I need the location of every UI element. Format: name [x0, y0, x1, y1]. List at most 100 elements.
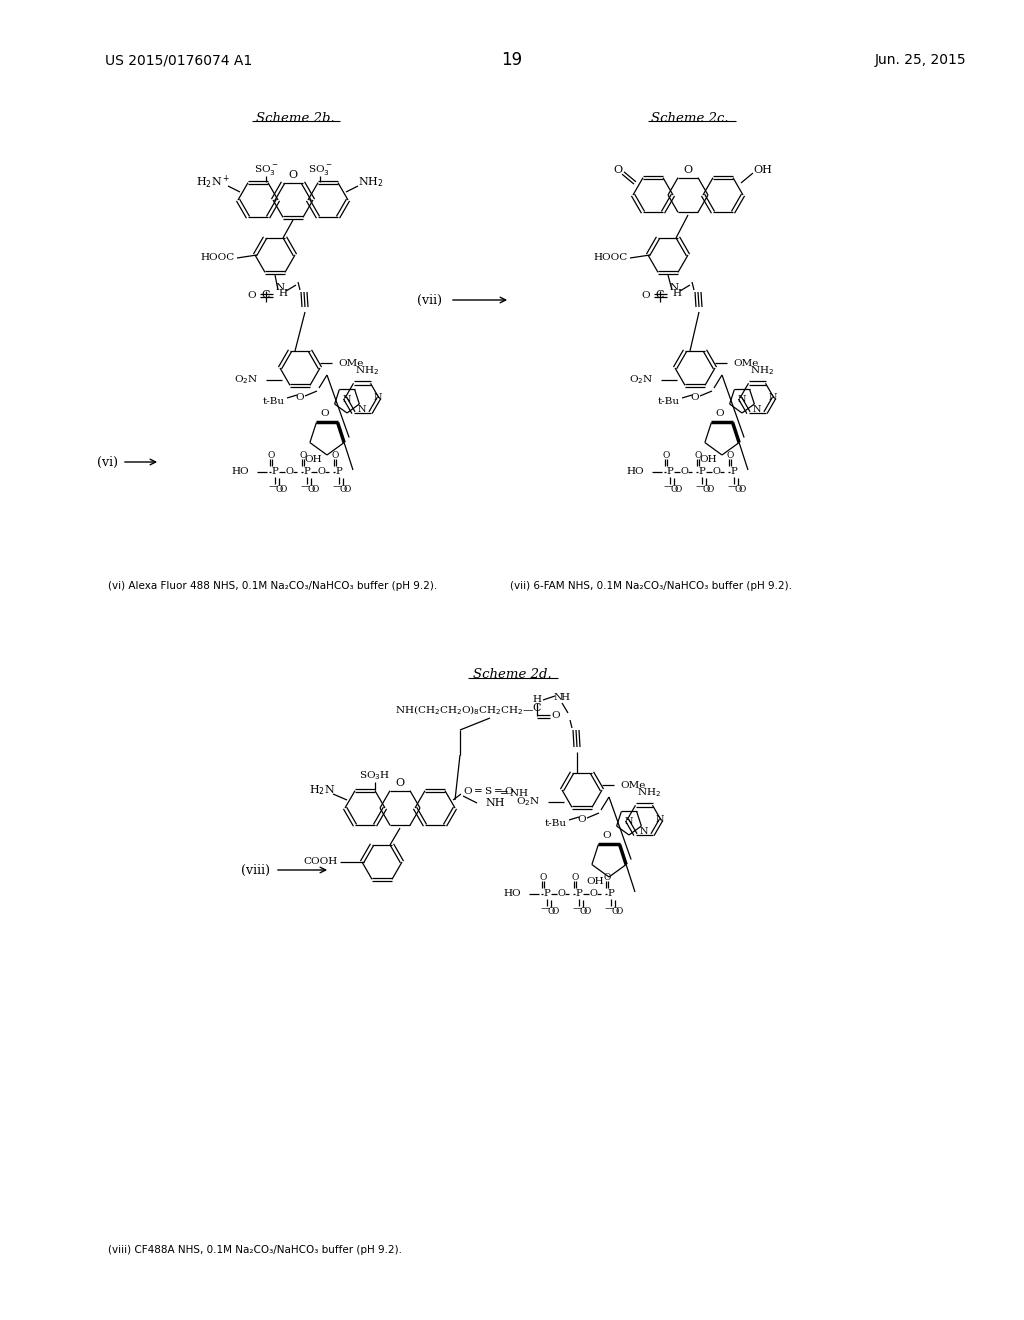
Text: HOOC: HOOC [201, 253, 234, 263]
Text: O: O [694, 450, 701, 459]
Text: OH: OH [699, 455, 717, 465]
Text: N: N [275, 282, 285, 292]
Text: $^-$O: $^-$O [266, 483, 284, 494]
Text: N: N [553, 693, 562, 702]
Text: O$_2$N: O$_2$N [516, 796, 540, 808]
Text: P: P [271, 467, 279, 477]
Text: O: O [332, 450, 339, 459]
Text: $^-$O: $^-$O [335, 483, 351, 495]
Text: O: O [589, 890, 597, 899]
Text: HOOC: HOOC [594, 253, 628, 263]
Text: O: O [690, 392, 699, 401]
Text: O$_2$N: O$_2$N [233, 374, 258, 387]
Text: NH: NH [485, 799, 505, 808]
Text: OMe: OMe [733, 359, 759, 367]
Text: NH$_2$: NH$_2$ [355, 364, 379, 378]
Text: O: O [285, 467, 293, 477]
Text: $^-$O: $^-$O [697, 483, 715, 495]
Text: NH$_2$: NH$_2$ [358, 176, 384, 189]
Text: O: O [317, 467, 325, 477]
Text: O: O [571, 873, 579, 882]
Text: $^-$O: $^-$O [543, 906, 559, 916]
Text: (vi) Alexa Fluor 488 NHS, 0.1M Na₂CO₃/NaHCO₃ buffer (pH 9.2).: (vi) Alexa Fluor 488 NHS, 0.1M Na₂CO₃/Na… [108, 581, 437, 591]
Text: P: P [607, 890, 614, 899]
Text: t-Bu: t-Bu [658, 396, 680, 405]
Text: HO: HO [231, 467, 249, 477]
Text: HO: HO [504, 890, 521, 899]
Text: O: O [557, 890, 565, 899]
Text: N: N [670, 282, 679, 292]
Text: O: O [578, 814, 587, 824]
Text: (viii) CF488A NHS, 0.1M Na₂CO₃/NaHCO₃ buffer (pH 9.2).: (viii) CF488A NHS, 0.1M Na₂CO₃/NaHCO₃ bu… [108, 1245, 402, 1255]
Text: $^-$O: $^-$O [302, 483, 319, 495]
Text: NH(CH$_2$CH$_2$O)$_8$CH$_2$CH$_2$—: NH(CH$_2$CH$_2$O)$_8$CH$_2$CH$_2$— [395, 704, 535, 717]
Text: O: O [726, 450, 733, 459]
Text: O: O [299, 450, 306, 459]
Text: C: C [655, 290, 665, 300]
Text: O: O [267, 450, 274, 459]
Text: P: P [730, 467, 737, 477]
Text: $^-$O: $^-$O [270, 483, 288, 495]
Text: O: O [321, 408, 330, 417]
Text: P: P [544, 890, 551, 899]
Text: OMe: OMe [338, 359, 364, 367]
Text: Scheme 2d.: Scheme 2d. [473, 668, 551, 681]
Text: $^-$O: $^-$O [662, 483, 679, 494]
Text: P: P [303, 467, 310, 477]
Text: $^-$O: $^-$O [666, 483, 682, 495]
Text: O: O [289, 170, 298, 180]
Text: $^-$O: $^-$O [693, 483, 711, 494]
Text: H$_2$N: H$_2$N [308, 783, 335, 797]
Text: (vii) 6-FAM NHS, 0.1M Na₂CO₃/NaHCO₃ buffer (pH 9.2).: (vii) 6-FAM NHS, 0.1M Na₂CO₃/NaHCO₃ buff… [510, 581, 792, 591]
Text: N: N [656, 816, 665, 825]
Text: SO$_3$H: SO$_3$H [359, 770, 390, 783]
Text: N: N [769, 393, 777, 403]
Text: C: C [262, 290, 270, 300]
Text: 19: 19 [502, 51, 522, 69]
Text: $^-$O: $^-$O [299, 483, 315, 494]
Text: $^-$O: $^-$O [574, 906, 592, 916]
Text: NH$_2$: NH$_2$ [750, 364, 774, 378]
Text: O: O [603, 830, 611, 840]
Text: O: O [552, 711, 560, 721]
Text: O: O [603, 873, 610, 882]
Text: O: O [716, 408, 724, 417]
Text: O: O [641, 290, 650, 300]
Text: Scheme 2c.: Scheme 2c. [651, 111, 729, 124]
Text: OH: OH [304, 455, 322, 465]
Text: COOH: COOH [304, 858, 338, 866]
Text: Scheme 2b.: Scheme 2b. [256, 111, 335, 124]
Text: P: P [575, 890, 583, 899]
Text: O: O [613, 165, 623, 176]
Text: N: N [343, 396, 351, 404]
Text: SO$_3^-$: SO$_3^-$ [254, 162, 279, 177]
Text: H: H [532, 696, 542, 705]
Text: HO: HO [627, 467, 644, 477]
Text: t-Bu: t-Bu [263, 396, 285, 405]
Text: $^-$O: $^-$O [539, 904, 555, 916]
Text: O: O [540, 873, 547, 882]
Text: N: N [625, 817, 633, 826]
Text: $=$NH: $=$NH [497, 788, 529, 799]
Text: US 2015/0176074 A1: US 2015/0176074 A1 [105, 53, 252, 67]
Text: (vi): (vi) [97, 455, 119, 469]
Text: O: O [248, 290, 256, 300]
Text: O: O [395, 777, 404, 788]
Text: H: H [673, 289, 682, 297]
Text: t-Bu: t-Bu [545, 818, 567, 828]
Text: N: N [374, 393, 383, 403]
Text: P: P [667, 467, 674, 477]
Text: $^-$O: $^-$O [606, 906, 624, 916]
Text: O: O [683, 165, 692, 176]
Text: N: N [753, 405, 761, 414]
Text: OMe: OMe [620, 780, 645, 789]
Text: H$_2$N$^+$: H$_2$N$^+$ [196, 173, 230, 190]
Text: $^-$O: $^-$O [570, 904, 588, 916]
Text: P: P [336, 467, 342, 477]
Text: O$=$S$=$O: O$=$S$=$O [463, 784, 514, 796]
Text: O$_2$N: O$_2$N [629, 374, 653, 387]
Text: OH: OH [753, 165, 772, 176]
Text: NH$_2$: NH$_2$ [637, 787, 662, 800]
Text: C: C [532, 704, 542, 713]
Text: P: P [698, 467, 706, 477]
